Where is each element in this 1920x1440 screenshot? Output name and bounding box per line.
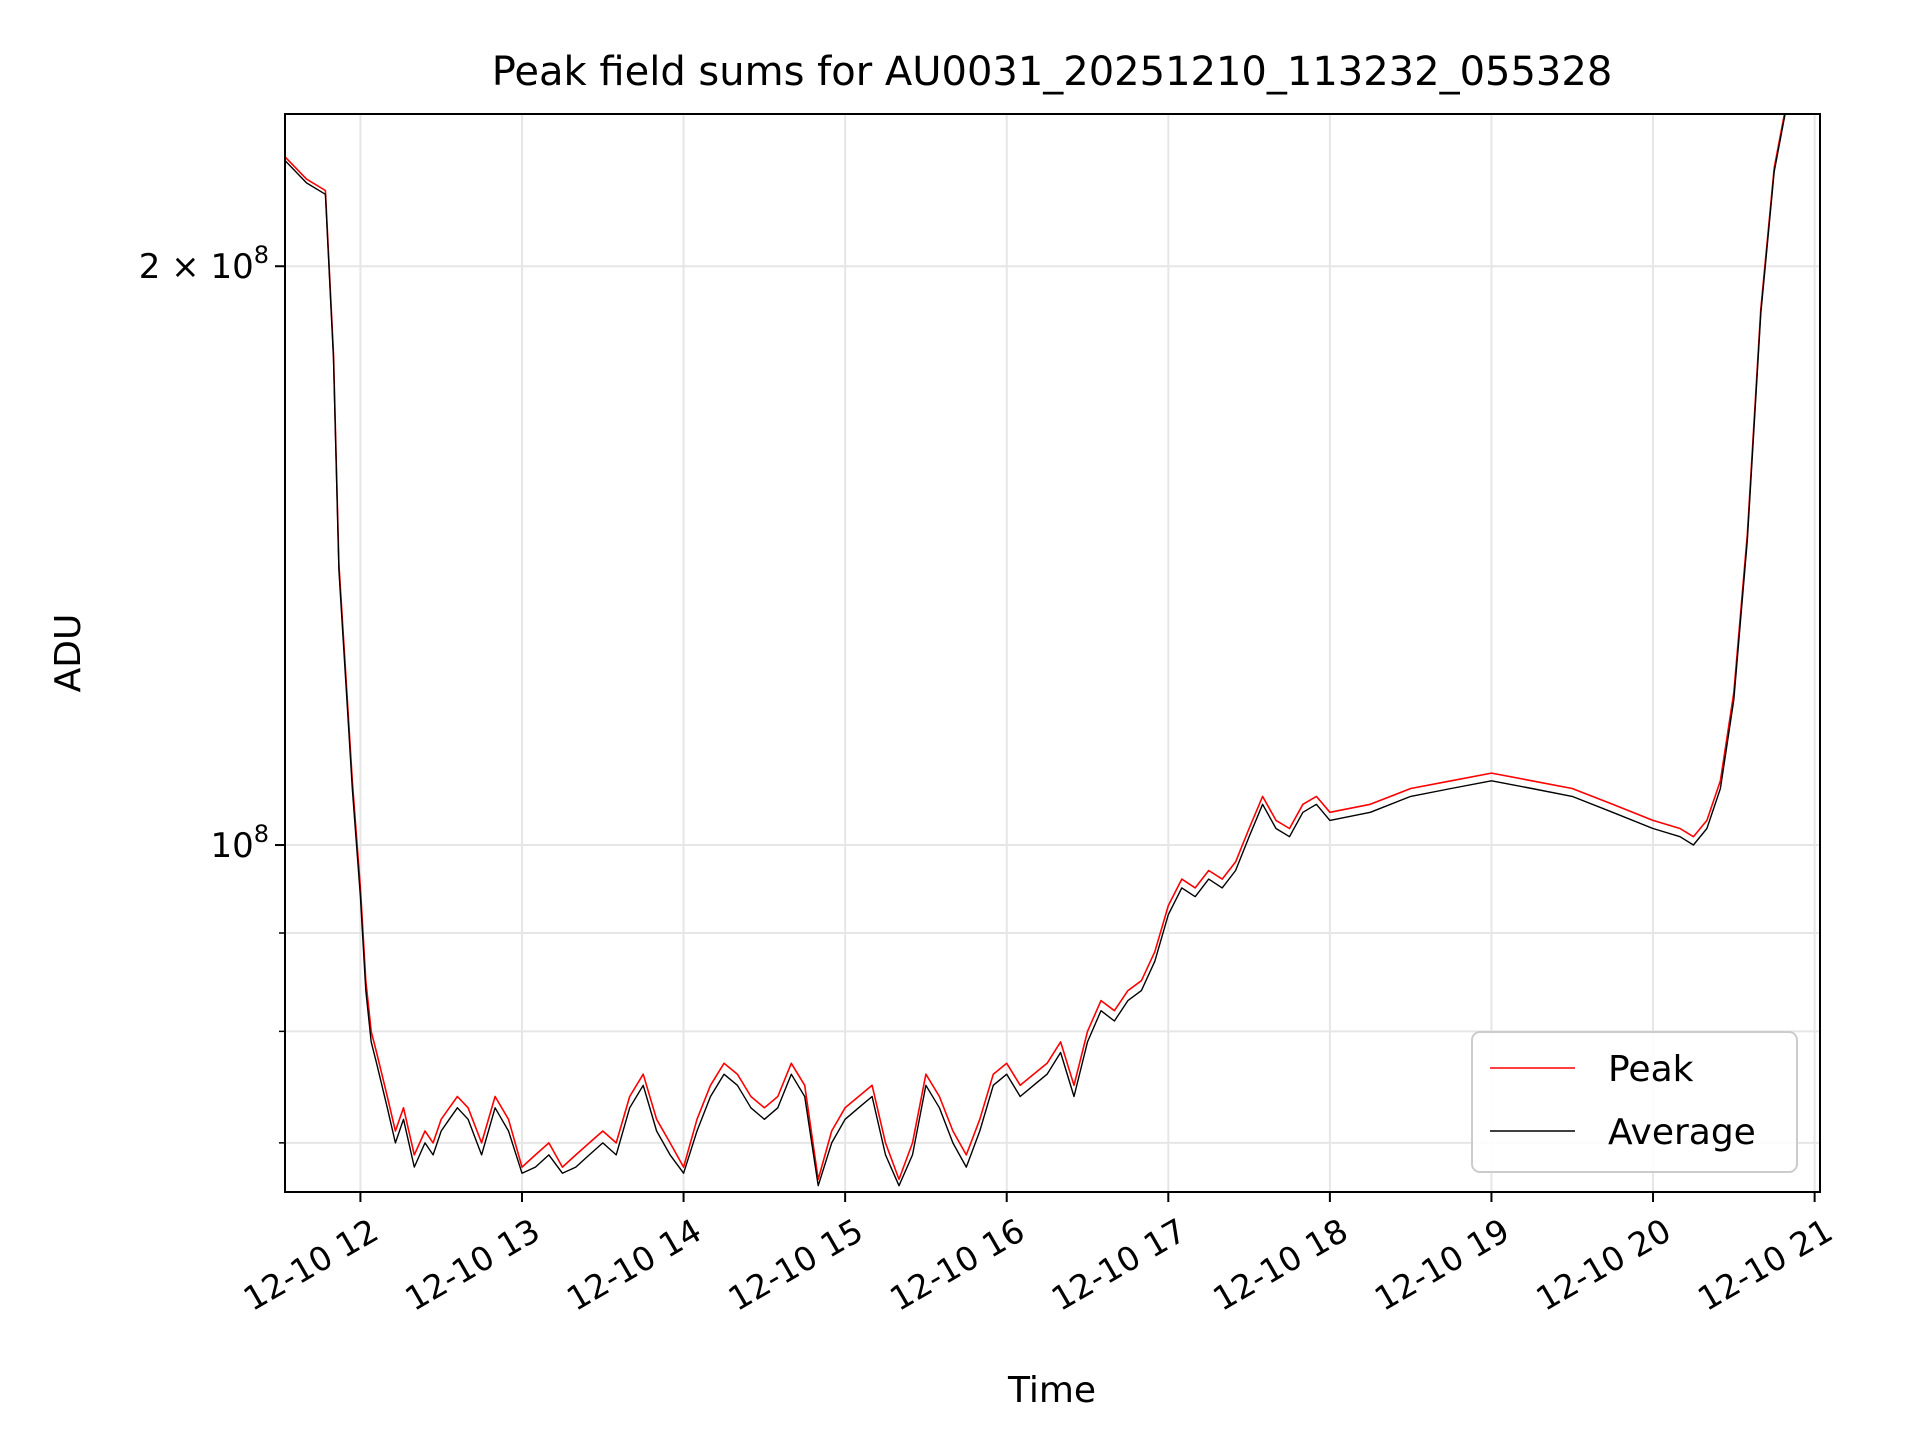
series-line-average <box>285 114 1786 1187</box>
y-axis-label: ADU <box>48 614 89 693</box>
y-tick-label: 108 <box>210 820 269 866</box>
plot-frame <box>284 113 1821 1193</box>
y-tick-label: 2 × 108 <box>139 241 269 287</box>
chart-title: Peak field sums for AU0031_20251210_1132… <box>492 49 1613 95</box>
x-axis-label: Time <box>1007 1370 1096 1411</box>
legend-peak-label: Peak <box>1608 1049 1694 1090</box>
series-line-peak <box>285 114 1786 1181</box>
legend: Peak Average <box>1471 1031 1798 1173</box>
grid <box>285 114 1820 1192</box>
legend-box <box>1471 1031 1798 1173</box>
series-layer <box>285 114 1786 1187</box>
legend-average-label: Average <box>1608 1112 1756 1153</box>
